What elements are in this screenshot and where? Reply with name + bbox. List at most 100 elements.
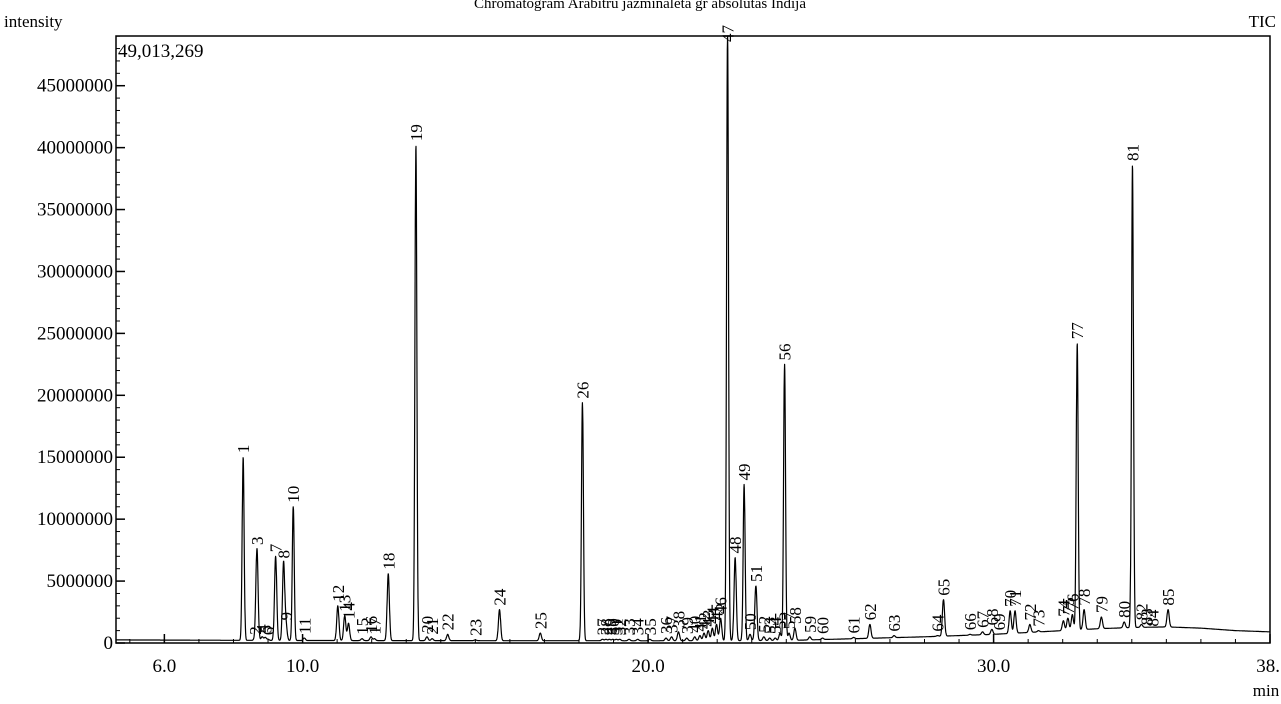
peak-label: 13 (336, 595, 355, 612)
tic-trace-line (115, 35, 1271, 642)
peak-label: 72 (1021, 603, 1040, 620)
y-tick-label: 20000000 (37, 385, 113, 406)
x-axis-ticks: 6.0 10.0 20.0 30.0 38. (152, 634, 1280, 677)
peak-label: 30 (604, 618, 623, 635)
peak-label: 65 (934, 579, 953, 596)
x-tick-label: 20.0 (631, 656, 664, 677)
peak-label: 63 (885, 615, 904, 632)
peak-label: 6 (259, 627, 278, 636)
chart-title: Chromatogram Arabitru jazminaleta gr abs… (474, 0, 806, 12)
peak-label: 69 (990, 613, 1009, 630)
peak-label: 56 (776, 343, 795, 360)
peak-label: 33 (620, 618, 639, 635)
y-tick-label: 30000000 (37, 261, 113, 282)
peak-label: 53 (761, 617, 780, 634)
peak-label: 45 (708, 603, 727, 620)
peak-label: 81 (1123, 144, 1142, 161)
peak-label: 47 (719, 25, 738, 43)
peak-label: 40 (686, 616, 705, 633)
peak-label: 11 (295, 618, 314, 634)
x-tick-label: 38. (1256, 656, 1280, 677)
peak-label: 41 (691, 615, 710, 632)
y-axis-ticks: 0 5000000 10000000 15000000 20000000 25000000… (37, 76, 125, 654)
peak-label: 23 (466, 619, 485, 636)
peak-label: 34 (629, 618, 648, 636)
peak-label: 64 (929, 614, 948, 632)
peak-label: 25 (531, 612, 550, 629)
peak-label: 16 (362, 616, 381, 633)
peak-label: 8 (275, 550, 294, 559)
y-tick-label: 40000000 (37, 138, 113, 159)
peak-label: 79 (1092, 596, 1111, 613)
peak-label: 24 (490, 588, 509, 606)
peak-label: 42 (695, 612, 714, 629)
peak-label: 43 (699, 610, 718, 627)
peak-label: 48 (726, 537, 745, 554)
peak-label: 77 (1068, 322, 1087, 340)
max-intensity-label: 49,013,269 (118, 41, 204, 62)
peak-label: 5 (256, 625, 275, 634)
peak-label: 54 (766, 616, 785, 634)
plot-frame (115, 35, 1271, 644)
x-tick-label: 6.0 (152, 656, 176, 677)
peak-label: 32 (611, 618, 630, 635)
peak-label: 39 (678, 617, 697, 634)
peak-label: 49 (735, 463, 754, 480)
peak-label: 12 (329, 585, 348, 602)
peak-label: 58 (786, 607, 805, 624)
peak-label: 51 (747, 565, 766, 582)
peak-label: 31 (607, 618, 626, 635)
peak-label: 2 (246, 626, 265, 635)
peak-label: 17 (365, 617, 384, 635)
peak-label: 22 (439, 613, 458, 630)
peak-label: 59 (801, 616, 820, 633)
peak-label: 80 (1115, 601, 1134, 618)
x-axis-label: min (1253, 681, 1280, 700)
peak-label: 28 (597, 618, 616, 635)
peak-label: 21 (423, 618, 442, 635)
peak-label: 26 (573, 382, 592, 399)
peak-label: 82 (1133, 603, 1152, 620)
trace-label: TIC (1249, 12, 1276, 31)
peak-label: 36 (657, 617, 676, 634)
y-tick-label: 0 (104, 633, 114, 654)
peak-label: 75 (1059, 597, 1078, 614)
peak-label: 10 (284, 486, 303, 503)
peak-label: 84 (1144, 609, 1163, 627)
y-tick-label: 35000000 (37, 200, 113, 221)
minor-ticks (116, 35, 1271, 644)
peak-label: 68 (983, 608, 1002, 625)
peak-label: 61 (845, 616, 864, 633)
peak-label: 50 (741, 613, 760, 630)
y-tick-label: 5000000 (47, 571, 114, 592)
peak-label: 19 (407, 124, 426, 141)
y-tick-label: 15000000 (37, 447, 113, 468)
peak-label: 3 (248, 536, 267, 545)
peak-label: 76 (1063, 594, 1082, 611)
peak-label: 44 (703, 607, 722, 625)
y-tick-label: 45000000 (37, 76, 113, 97)
peak-label: 66 (961, 613, 980, 630)
peak-label: 14 (339, 602, 358, 620)
y-axis-label: intensity (4, 12, 63, 31)
peak-label: 46 (712, 597, 731, 614)
y-tick-label: 25000000 (37, 323, 113, 344)
peak-label: 83 (1137, 608, 1156, 625)
peak-label: 78 (1075, 589, 1094, 606)
x-tick-label: 30.0 (977, 656, 1010, 677)
peak-label: 27 (593, 618, 612, 636)
peak-label: 35 (641, 618, 660, 635)
peak-label: 55 (771, 612, 790, 629)
peak-label: 7 (267, 543, 286, 552)
peak-label: 18 (379, 553, 398, 570)
peak-label: 62 (861, 603, 880, 620)
peak-label: 71 (1006, 590, 1025, 607)
peak-label: 85 (1159, 589, 1178, 606)
peak-label: 74 (1054, 599, 1073, 617)
peak-label: 38 (669, 611, 688, 628)
x-tick-label: 10.0 (286, 656, 319, 677)
peak-label: 57 (780, 612, 799, 630)
peak-label: 4 (253, 624, 272, 633)
